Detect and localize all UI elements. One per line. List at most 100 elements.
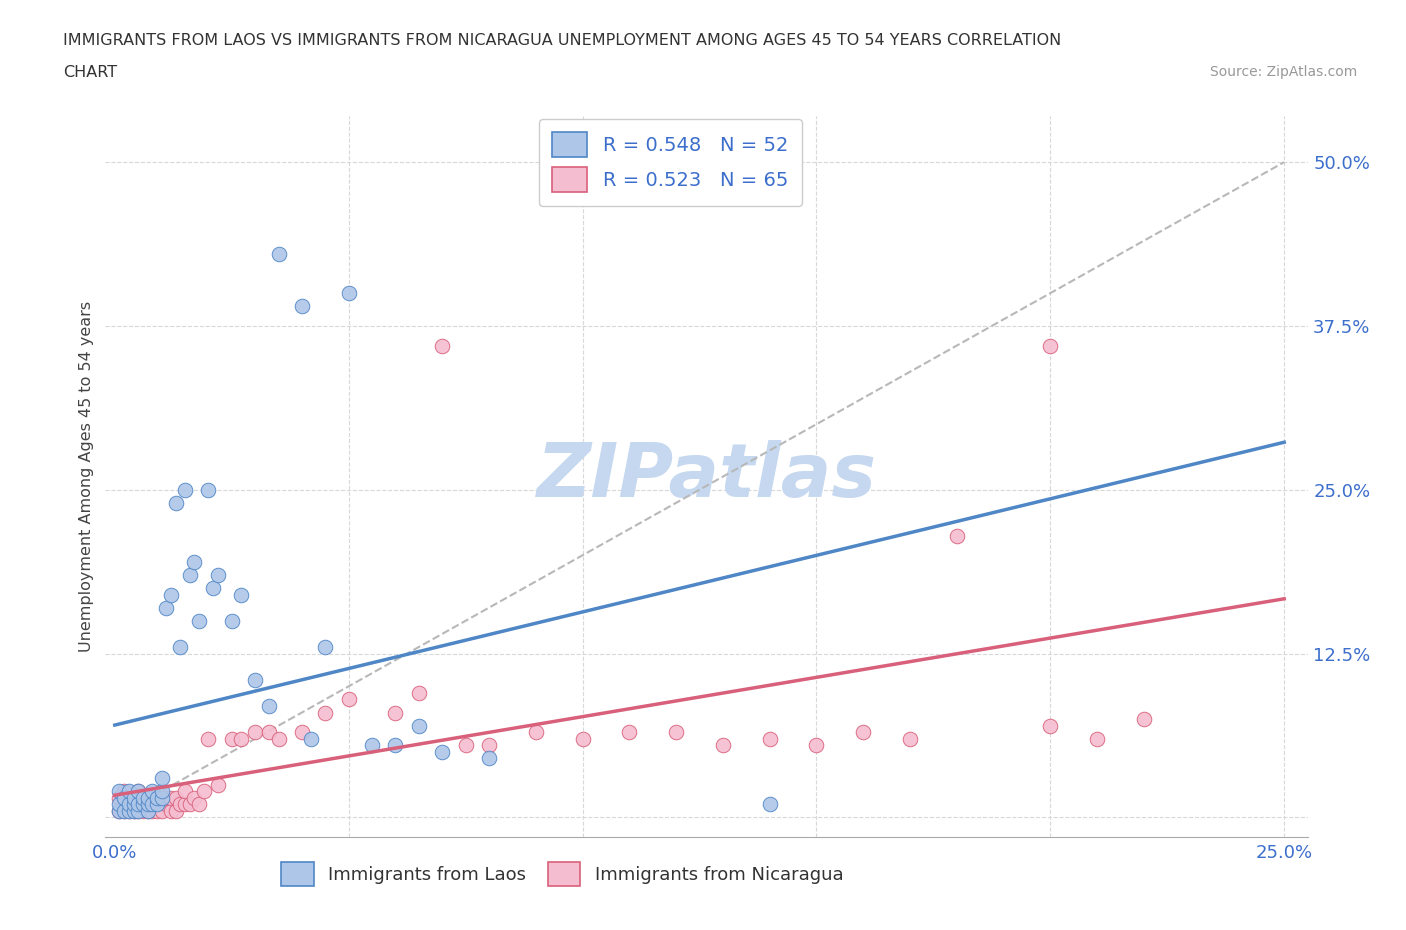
- Point: [314, 640, 336, 655]
- Point: [337, 286, 360, 300]
- Point: [243, 672, 266, 687]
- Point: [229, 587, 252, 602]
- Point: [141, 797, 163, 812]
- Point: [146, 797, 169, 812]
- Y-axis label: Unemployment Among Ages 45 to 54 years: Unemployment Among Ages 45 to 54 years: [79, 301, 94, 652]
- Point: [267, 246, 290, 261]
- Point: [155, 600, 177, 615]
- Point: [155, 797, 177, 812]
- Point: [136, 790, 159, 805]
- Point: [432, 339, 454, 353]
- Point: [174, 797, 197, 812]
- Point: [314, 705, 336, 720]
- Point: [165, 790, 187, 805]
- Point: [291, 299, 314, 313]
- Point: [150, 790, 173, 805]
- Point: [112, 804, 135, 818]
- Point: [112, 804, 135, 818]
- Point: [174, 784, 197, 799]
- Point: [108, 797, 131, 812]
- Point: [141, 804, 163, 818]
- Point: [122, 804, 145, 818]
- Point: [150, 771, 173, 786]
- Point: [361, 737, 384, 752]
- Point: [221, 614, 243, 629]
- Point: [221, 731, 243, 746]
- Point: [112, 797, 135, 812]
- Point: [1039, 339, 1062, 353]
- Point: [384, 737, 406, 752]
- Point: [132, 790, 155, 805]
- Point: [146, 790, 169, 805]
- Point: [160, 804, 183, 818]
- Point: [136, 797, 159, 812]
- Point: [127, 804, 149, 818]
- Point: [183, 790, 205, 805]
- Point: [257, 698, 280, 713]
- Point: [408, 685, 430, 700]
- Point: [945, 528, 967, 543]
- Point: [337, 692, 360, 707]
- Point: [150, 804, 173, 818]
- Point: [108, 804, 131, 818]
- Point: [207, 567, 229, 582]
- Point: [141, 790, 163, 805]
- Point: [108, 790, 131, 805]
- Point: [229, 731, 252, 746]
- Point: [197, 731, 219, 746]
- Point: [136, 797, 159, 812]
- Point: [1133, 711, 1156, 726]
- Point: [711, 737, 734, 752]
- Point: [112, 784, 135, 799]
- Point: [118, 784, 141, 799]
- Point: [384, 705, 406, 720]
- Point: [118, 804, 141, 818]
- Point: [898, 731, 921, 746]
- Point: [454, 737, 477, 752]
- Point: [112, 790, 135, 805]
- Point: [179, 567, 201, 582]
- Point: [127, 804, 149, 818]
- Point: [160, 587, 183, 602]
- Point: [174, 483, 197, 498]
- Point: [108, 804, 131, 818]
- Point: [136, 804, 159, 818]
- Point: [122, 797, 145, 812]
- Point: [169, 797, 191, 812]
- Point: [118, 790, 141, 805]
- Point: [132, 797, 155, 812]
- Point: [118, 797, 141, 812]
- Point: [758, 731, 780, 746]
- Point: [169, 640, 191, 655]
- Text: Source: ZipAtlas.com: Source: ZipAtlas.com: [1209, 65, 1357, 79]
- Point: [665, 724, 688, 739]
- Point: [188, 797, 211, 812]
- Point: [155, 790, 177, 805]
- Point: [122, 797, 145, 812]
- Point: [150, 790, 173, 805]
- Point: [571, 731, 593, 746]
- Point: [197, 483, 219, 498]
- Point: [183, 554, 205, 569]
- Point: [179, 797, 201, 812]
- Point: [852, 724, 875, 739]
- Point: [132, 797, 155, 812]
- Point: [267, 731, 290, 746]
- Point: [758, 797, 780, 812]
- Point: [257, 724, 280, 739]
- Point: [127, 797, 149, 812]
- Point: [408, 718, 430, 733]
- Point: [132, 804, 155, 818]
- Point: [619, 724, 641, 739]
- Point: [127, 784, 149, 799]
- Point: [160, 790, 183, 805]
- Text: CHART: CHART: [63, 65, 117, 80]
- Point: [127, 784, 149, 799]
- Point: [165, 804, 187, 818]
- Point: [150, 784, 173, 799]
- Point: [202, 580, 225, 595]
- Point: [108, 784, 131, 799]
- Point: [127, 797, 149, 812]
- Point: [193, 784, 215, 799]
- Point: [1039, 718, 1062, 733]
